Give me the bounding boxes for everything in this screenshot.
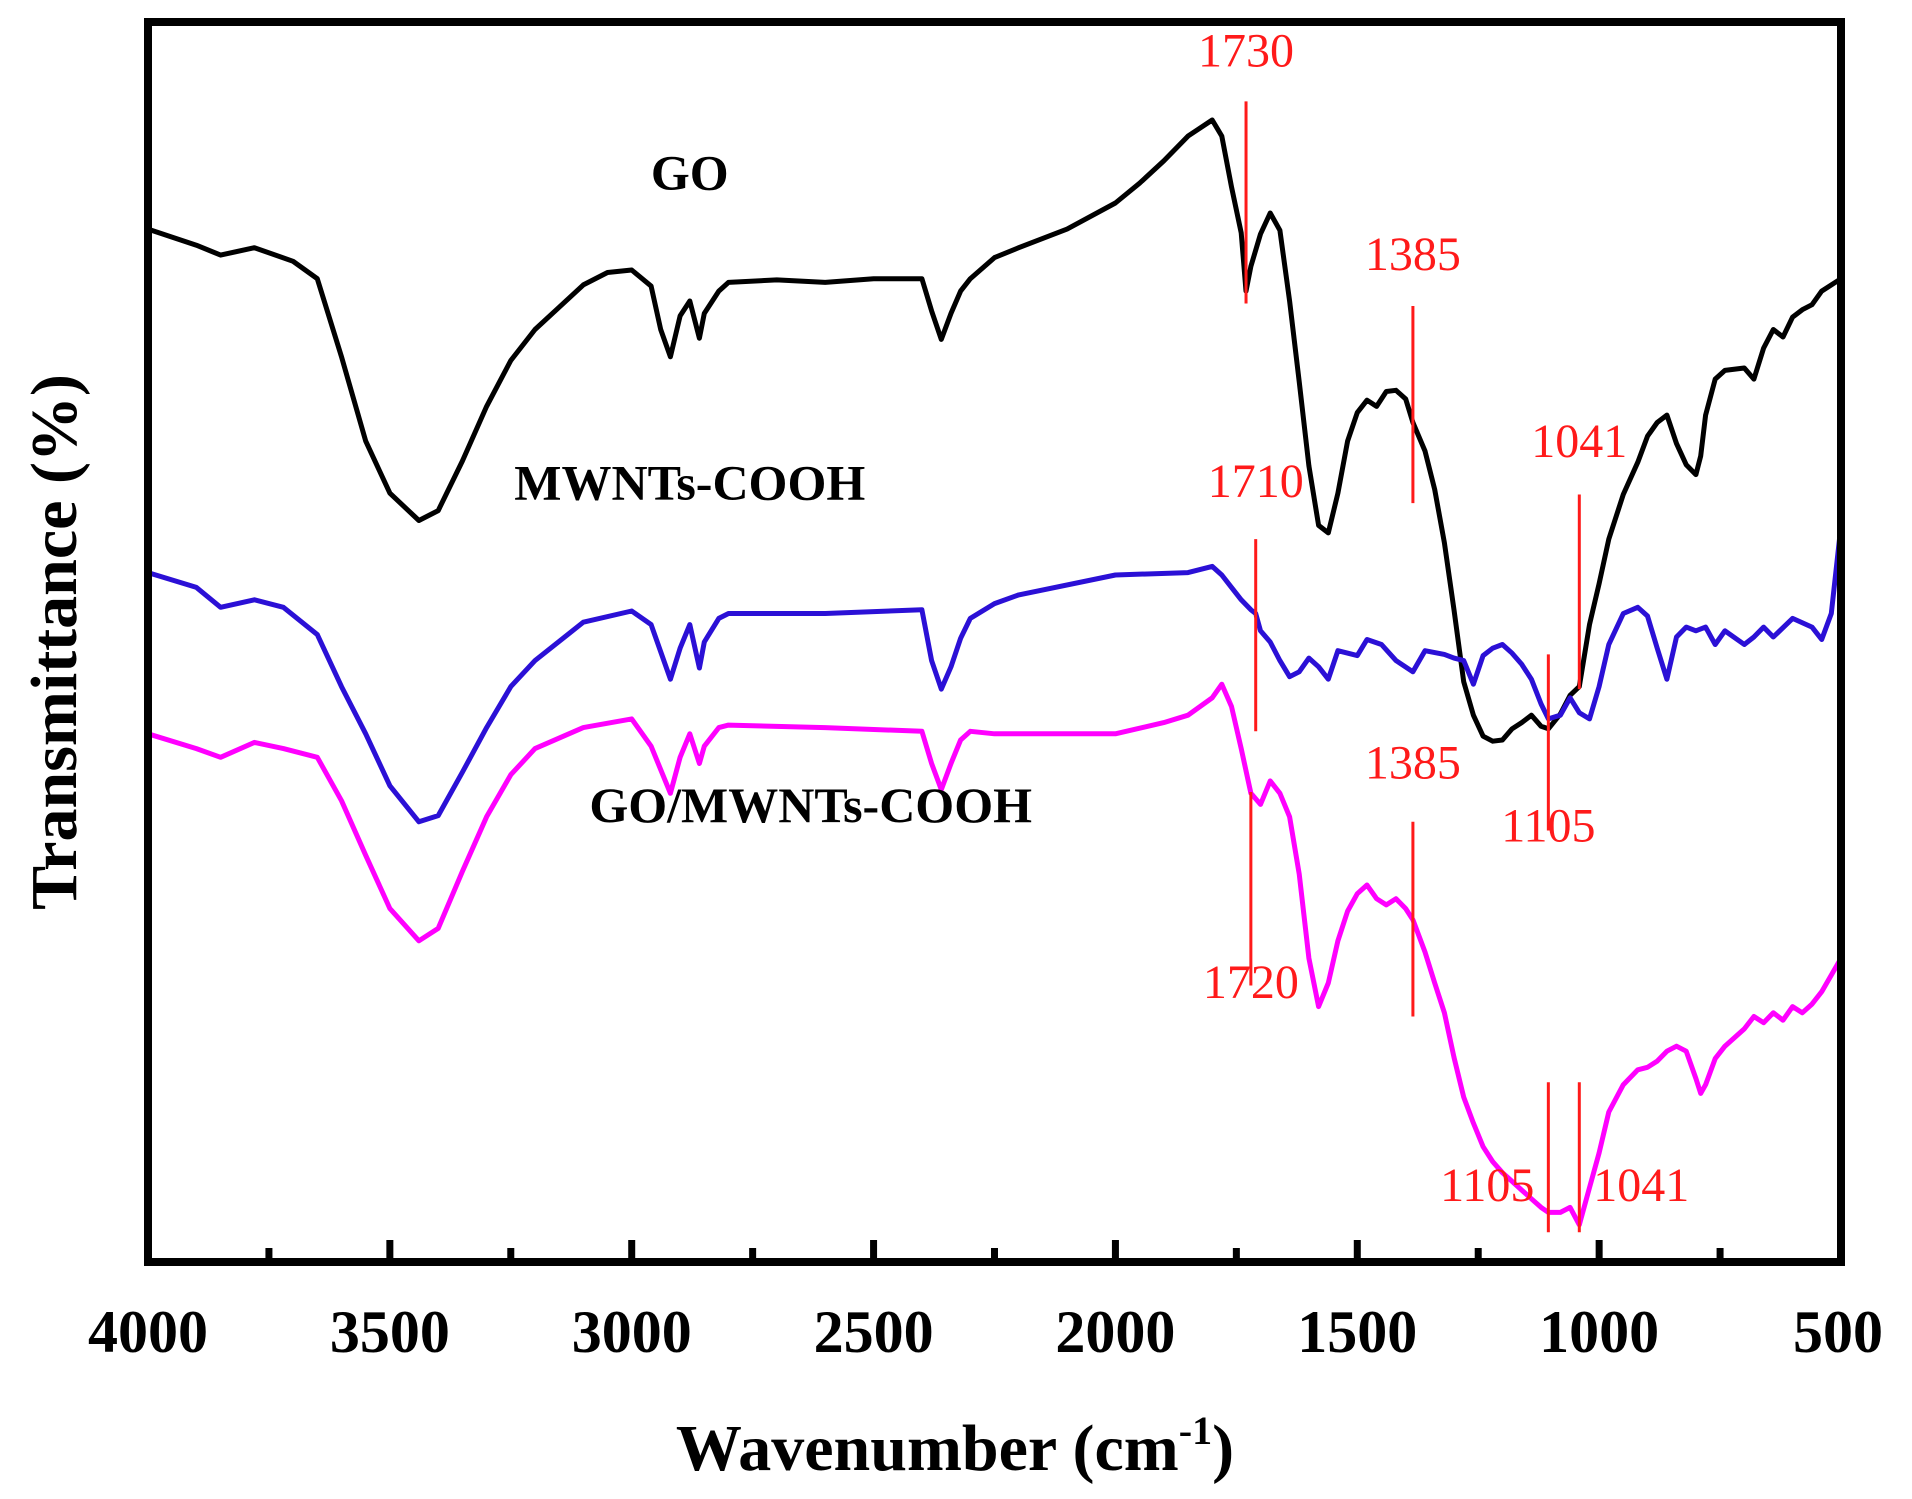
y-axis-title: Transmittance (%) — [18, 374, 91, 910]
x-tick-label: 2000 — [1055, 1299, 1175, 1365]
x-tick-label: 1000 — [1539, 1299, 1659, 1365]
peak-label: 1105 — [1440, 1159, 1534, 1212]
x-tick-label: 4000 — [88, 1299, 208, 1365]
x-tick-label: 3500 — [330, 1299, 450, 1365]
peak-label: 1105 — [1501, 800, 1595, 853]
x-axis: 4000 3500 3000 2500 2000 1500 1000 500 — [88, 1240, 1883, 1365]
peak-label: 1041 — [1593, 1159, 1689, 1212]
series-line-1 — [147, 117, 1843, 744]
series-name-label: GO/MWNTs-COOH — [589, 777, 1032, 833]
series-name-label: GO — [651, 144, 729, 200]
series-line-3 — [147, 681, 1844, 1228]
series-label-group: GO MWNTs-COOH GO/MWNTs-COOH — [514, 144, 1032, 832]
x-axis-title-main: Wavenumber (cm — [676, 1412, 1179, 1485]
x-tick-label: 2500 — [814, 1299, 934, 1365]
peak-label: 1041 — [1531, 415, 1627, 468]
series-name-label: MWNTs-COOH — [514, 454, 865, 510]
peak-label: 1720 — [1203, 956, 1299, 1009]
peak-label: 1385 — [1365, 736, 1461, 789]
series-group — [147, 117, 1844, 1228]
x-tick-label: 3000 — [572, 1299, 692, 1365]
x-axis-title-close: ) — [1212, 1412, 1234, 1485]
x-tick-label: 500 — [1793, 1299, 1883, 1365]
x-axis-title-superscript: -1 — [1179, 1408, 1212, 1453]
x-tick-label: 1500 — [1297, 1299, 1417, 1365]
peak-label: 1385 — [1365, 228, 1461, 281]
annotation-group: 1730 1385 1041 1710 1105 1720 1385 1105 1041 — [1198, 25, 1689, 1233]
peak-label: 1730 — [1198, 25, 1294, 78]
peak-label: 1710 — [1208, 455, 1304, 508]
series-line-2 — [147, 525, 1844, 825]
x-axis-title: Wavenumber (cm-1) — [676, 1408, 1234, 1485]
